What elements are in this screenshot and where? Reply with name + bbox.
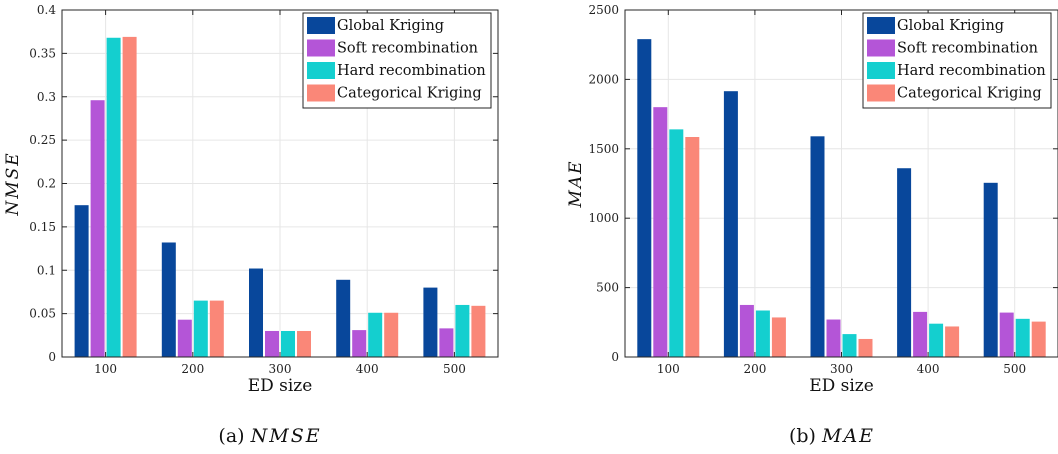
xtick-label: 200	[743, 362, 766, 376]
ytick-label: 0.2	[37, 177, 56, 191]
bar-soft-recombination	[439, 328, 454, 357]
ytick-label: 2000	[588, 72, 619, 86]
bar-soft-recombination	[90, 100, 105, 357]
xtick-label: 400	[917, 362, 940, 376]
ytick-label: 0.35	[29, 46, 56, 60]
ytick-label: 0.05	[29, 307, 56, 321]
xtick-label: 100	[657, 362, 680, 376]
bar-soft-recombination	[826, 319, 841, 357]
bar-hard-recombination	[106, 37, 121, 357]
bar-global-kriging	[637, 39, 652, 357]
bar-categorical-kriging	[471, 305, 486, 357]
bar-hard-recombination	[281, 330, 295, 357]
bar-categorical-kriging	[384, 312, 399, 357]
bar-hard-recombination	[193, 300, 208, 357]
legend-label: Hard recombination	[337, 63, 486, 79]
legend-label: Soft recombination	[897, 41, 1038, 57]
xtick-label: 400	[356, 362, 379, 376]
bar-soft-recombination	[999, 312, 1014, 357]
bar-categorical-kriging	[122, 36, 137, 358]
ytick-label: 0	[611, 350, 619, 364]
legend-label: Hard recombination	[897, 63, 1046, 79]
bar-hard-recombination	[842, 334, 857, 357]
bar-global-kriging	[897, 168, 912, 357]
ytick-label: 0.25	[29, 133, 56, 147]
xtick-label: 500	[443, 362, 466, 376]
xtick-label: 200	[181, 362, 204, 376]
legend-label: Categorical Kriging	[337, 86, 482, 102]
xtick-label: 300	[269, 362, 292, 376]
bar-soft-recombination	[913, 311, 928, 357]
figure-caption: (a) NMSE	[218, 425, 321, 447]
y-axis-label: MAE	[566, 159, 586, 208]
legend-swatch	[867, 39, 895, 57]
legend-swatch	[307, 84, 335, 102]
legend-swatch	[307, 17, 335, 34]
xtick-label: 100	[94, 362, 117, 376]
bar-global-kriging	[983, 182, 998, 357]
legend-label: Global Kriging	[897, 18, 1004, 34]
ytick-label: 0.4	[37, 3, 56, 17]
ytick-label: 500	[596, 281, 619, 295]
legend-label: Global Kriging	[337, 18, 444, 34]
chart-panel-a: 0 0.05 0.1 0.15 0.2 0.25 0.3 0.35 0.4 100 200 300 40…	[3, 3, 499, 447]
bar-soft-recombination	[739, 304, 754, 357]
bar-soft-recombination	[265, 330, 279, 357]
ytick-label: 0.15	[29, 220, 56, 234]
bar-soft-recombination	[352, 330, 367, 357]
legend-swatch	[867, 62, 895, 79]
bar-categorical-kriging	[858, 338, 873, 357]
bar-categorical-kriging	[945, 326, 960, 357]
chart-panel-b: 0 500 1000 1500 2000 2500 100 200 300 400 500 ED si…	[566, 3, 1058, 447]
bar-categorical-kriging	[209, 300, 224, 357]
ytick-label: 0.1	[37, 263, 56, 277]
bar-soft-recombination	[177, 319, 192, 357]
bar-categorical-kriging	[1031, 321, 1046, 357]
bar-global-kriging	[249, 268, 263, 357]
x-axis-label: ED size	[248, 376, 313, 396]
ytick-label: 1000	[588, 211, 619, 225]
xtick-label: 500	[1003, 362, 1026, 376]
bar-categorical-kriging	[771, 317, 786, 357]
bar-soft-recombination	[653, 107, 668, 357]
bar-hard-recombination	[1015, 318, 1030, 357]
bar-hard-recombination	[929, 323, 944, 357]
bar-hard-recombination	[368, 312, 383, 357]
bar-global-kriging	[810, 136, 825, 357]
legend-swatch	[867, 17, 895, 34]
bar-global-kriging	[161, 242, 176, 357]
bar-hard-recombination	[755, 310, 770, 357]
figure-caption: (b) MAE	[789, 425, 875, 447]
legend-label: Soft recombination	[337, 41, 478, 57]
legend-swatch	[867, 84, 895, 102]
legend-label: Categorical Kriging	[897, 86, 1042, 102]
ytick-label: 0.3	[37, 90, 56, 104]
xtick-label: 300	[830, 362, 853, 376]
bar-hard-recombination	[455, 304, 470, 357]
bar-global-kriging	[74, 205, 89, 357]
bar-global-kriging	[423, 287, 438, 357]
bar-hard-recombination	[669, 129, 684, 357]
legend-swatch	[307, 62, 335, 79]
bar-categorical-kriging	[685, 137, 700, 357]
legend-swatch	[307, 39, 335, 57]
ytick-label: 2500	[588, 3, 619, 17]
bar-categorical-kriging	[297, 330, 311, 357]
y-axis-label: NMSE	[3, 151, 23, 216]
x-axis-label: ED size	[809, 376, 874, 396]
ytick-label: 0	[48, 350, 56, 364]
bar-global-kriging	[336, 279, 351, 357]
bar-global-kriging	[723, 91, 738, 357]
ytick-label: 1500	[588, 142, 619, 156]
